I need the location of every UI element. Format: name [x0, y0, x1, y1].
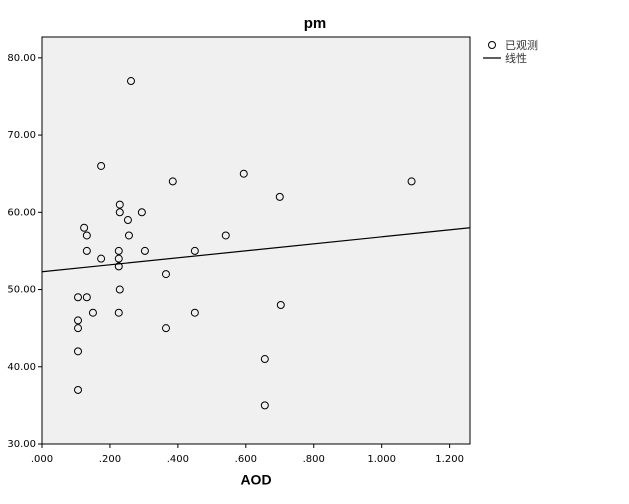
point — [97, 254, 106, 263]
legend-label: 已观测 — [505, 39, 538, 52]
point — [80, 223, 89, 232]
point — [260, 401, 269, 410]
point — [82, 246, 91, 255]
point — [97, 161, 106, 170]
point — [74, 293, 83, 302]
point — [82, 293, 91, 302]
point — [88, 308, 97, 317]
x-tick-label: .800 — [303, 454, 325, 465]
x-tick-label: 1.000 — [367, 454, 396, 465]
point — [74, 385, 83, 394]
point — [276, 300, 285, 309]
point — [115, 208, 124, 217]
point — [260, 355, 269, 364]
point — [190, 308, 199, 317]
point — [275, 192, 284, 201]
x-axis-title: AOD — [240, 472, 271, 488]
point — [82, 231, 91, 240]
point — [190, 246, 199, 255]
point — [114, 262, 123, 271]
point — [115, 200, 124, 209]
y-tick-label: 30.00 — [7, 439, 36, 450]
point — [114, 254, 123, 263]
y-tick-label: 50.00 — [7, 285, 36, 296]
point — [124, 231, 133, 240]
y-tick-label: 60.00 — [7, 207, 36, 218]
point — [74, 347, 83, 356]
plot-area — [41, 36, 471, 445]
point — [74, 316, 83, 325]
y-tick-label: 80.00 — [7, 53, 36, 64]
point — [74, 324, 83, 333]
point — [239, 169, 248, 178]
point — [140, 246, 149, 255]
point — [123, 216, 132, 225]
x-tick-label: .200 — [99, 454, 121, 465]
point — [126, 77, 135, 86]
x-tick-label: .600 — [235, 454, 257, 465]
y-tick-label: 70.00 — [7, 130, 36, 141]
x-tick-label: 1.200 — [435, 454, 464, 465]
x-tick-label: .400 — [167, 454, 189, 465]
point — [114, 246, 123, 255]
point — [407, 177, 416, 186]
point — [161, 270, 170, 279]
point — [168, 177, 177, 186]
chart-title: pm — [304, 15, 327, 32]
legend-label: 线性 — [505, 51, 527, 65]
point — [161, 324, 170, 333]
point — [137, 208, 146, 217]
legend-swatch — [488, 41, 496, 49]
fit-line — [41, 227, 471, 273]
point — [221, 231, 230, 240]
point — [114, 308, 123, 317]
point — [115, 285, 124, 294]
y-tick-label: 40.00 — [7, 362, 36, 373]
x-tick-label: .000 — [31, 454, 53, 465]
